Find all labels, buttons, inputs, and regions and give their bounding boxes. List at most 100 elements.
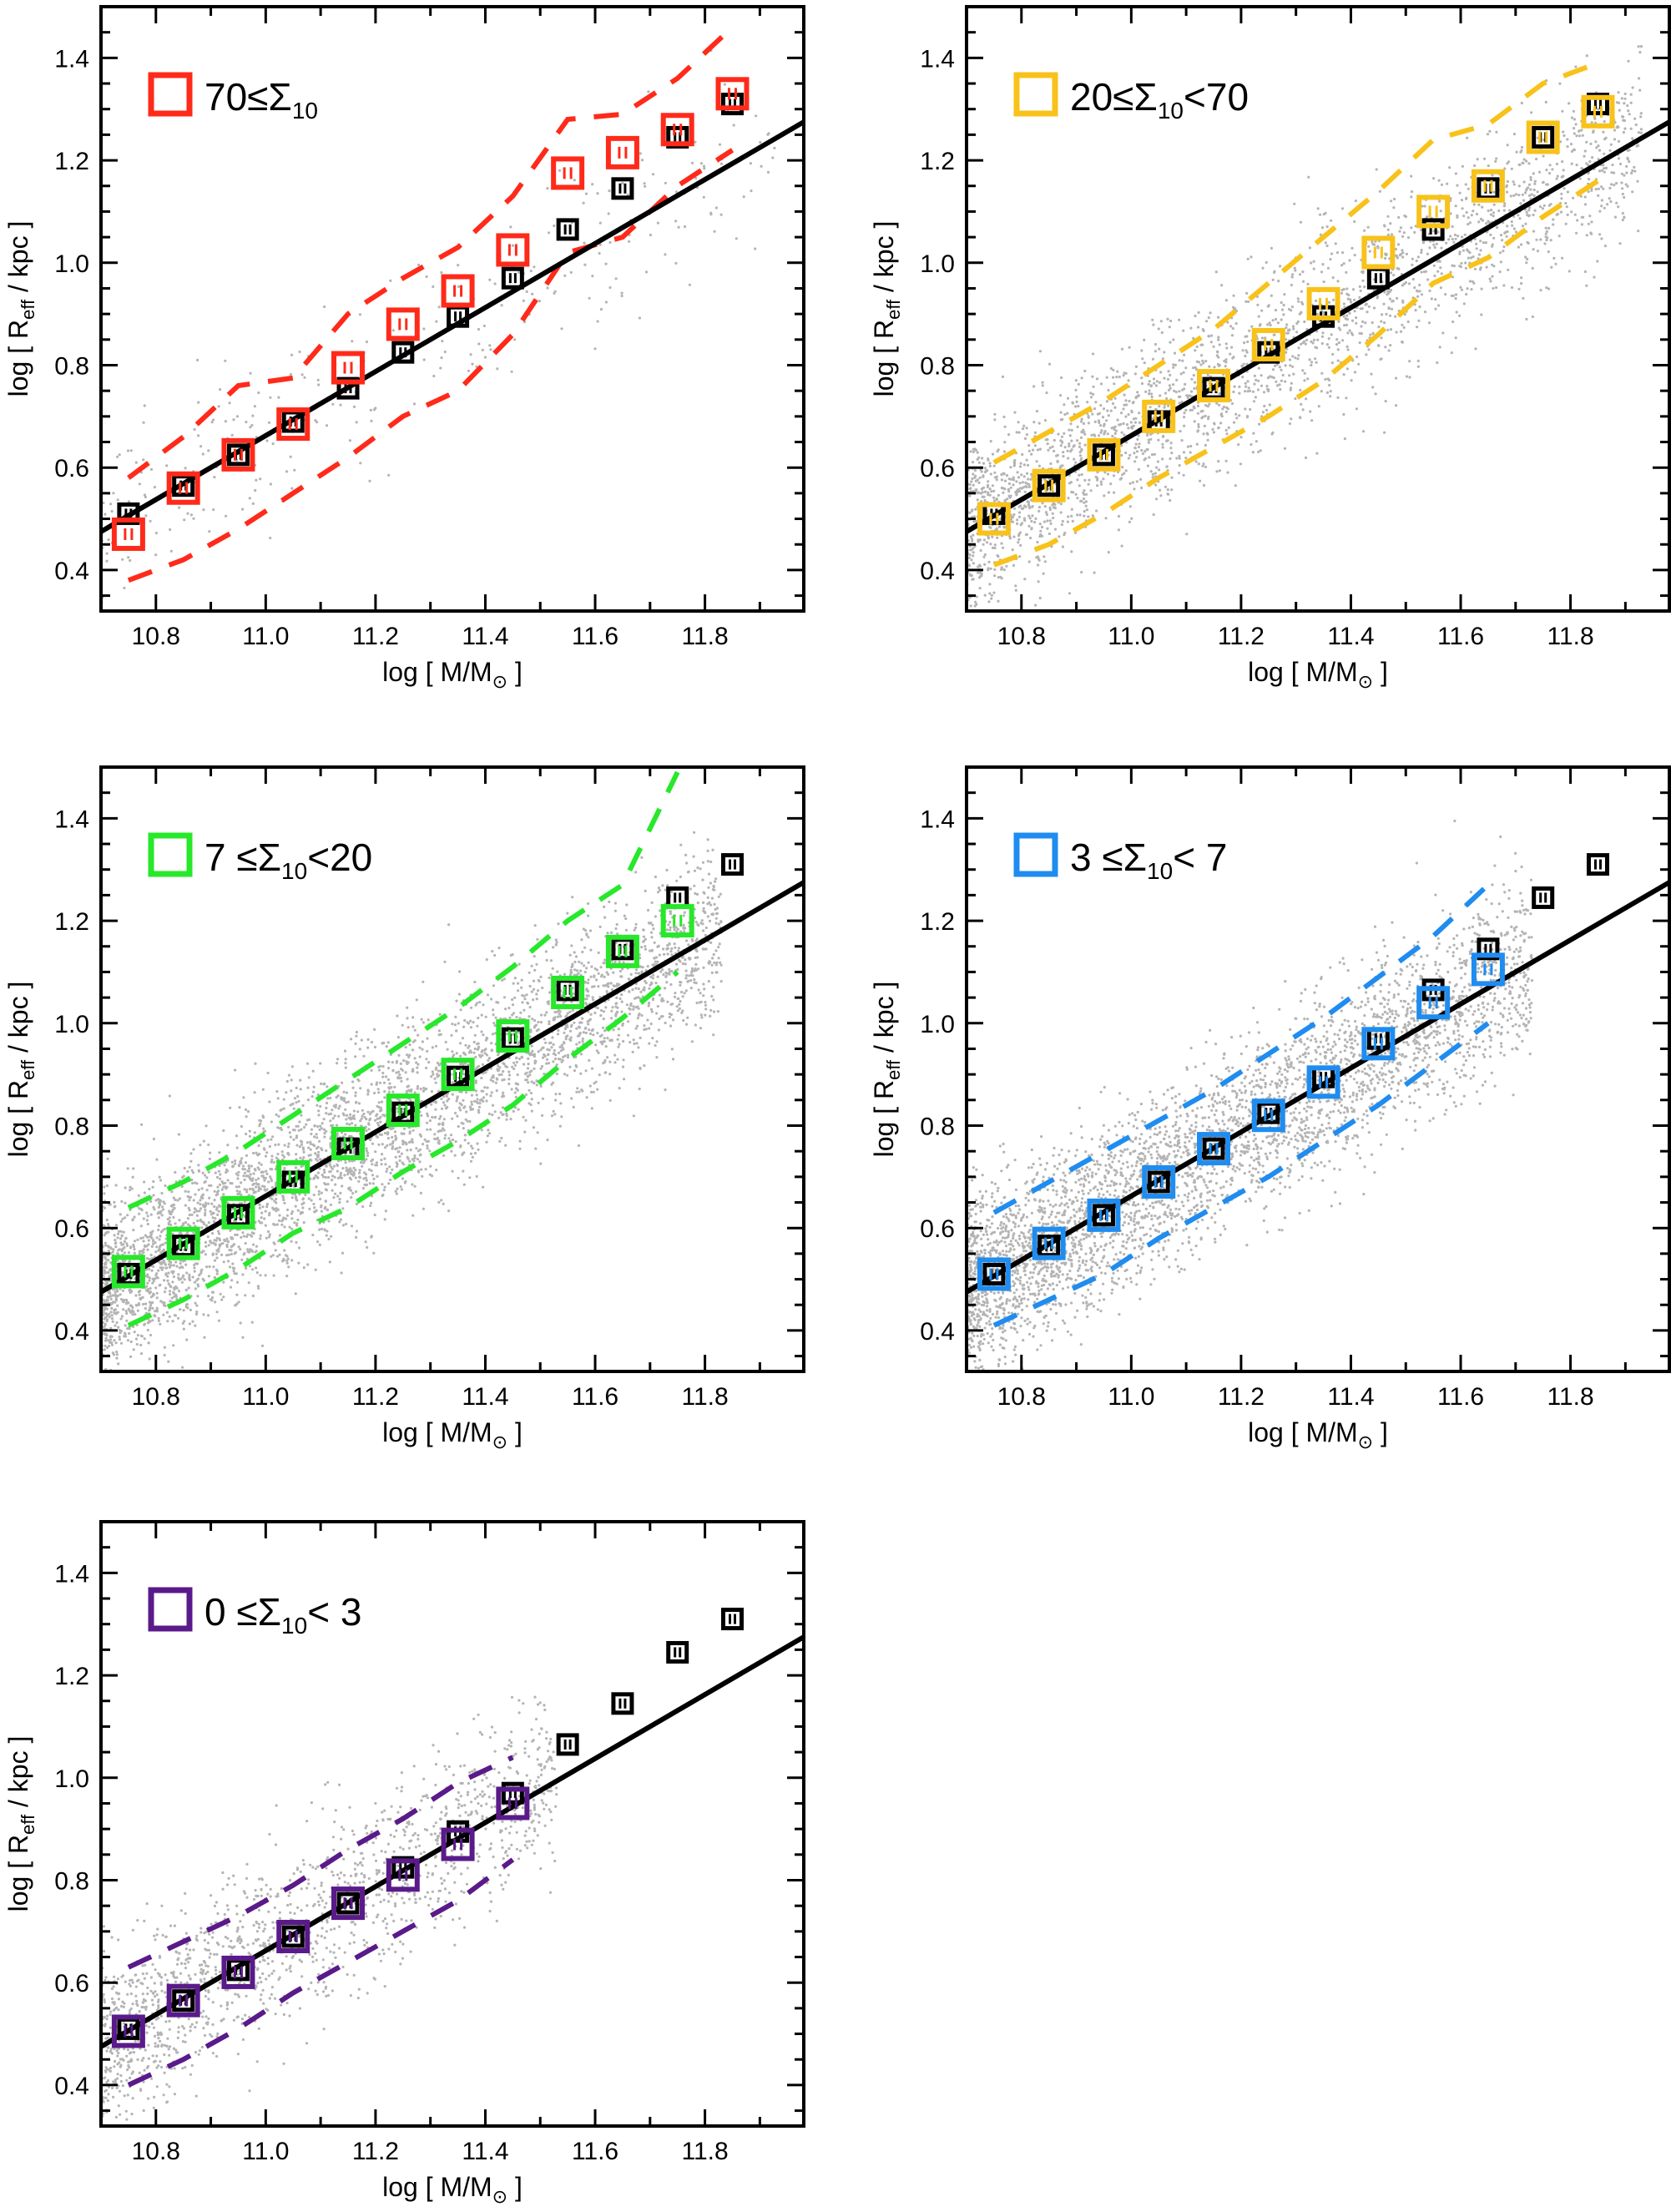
scatter-point [1401,300,1405,304]
scatter-point [462,1025,466,1028]
scatter-point [1269,324,1272,327]
scatter-point [1025,427,1028,430]
scatter-point [244,1161,248,1164]
reference-marker [1421,218,1445,241]
scatter-point [1209,341,1213,344]
scatter-point [1421,241,1425,245]
scatter-point [1479,240,1482,243]
scatter-point [285,1208,290,1211]
scatter-point [1000,473,1003,477]
scatter-point [1155,380,1159,383]
scatter-point [1623,92,1627,96]
scatter-point [197,434,200,437]
scatter-point [1492,190,1496,194]
scatter-point [1621,218,1624,222]
scatter-point [1080,472,1083,477]
scatter-point [1593,117,1597,120]
scatter-point [1022,424,1026,427]
scatter-point [977,491,981,494]
scatter-point [208,530,211,533]
scatter-point [1271,319,1275,322]
scatter-point [300,1128,303,1131]
scatter-point [1613,171,1616,174]
scatter-point [1017,533,1021,536]
scatter-point [1415,259,1418,263]
scatter-point [1502,209,1506,212]
scatter-point [1163,351,1166,354]
scatter-point [497,1116,501,1119]
scatter-point [117,1230,120,1233]
scatter-point [1485,222,1488,225]
scatter-point [318,1243,321,1246]
scatter-point [1161,457,1164,461]
scatter-point [1353,310,1356,313]
scatter-point [269,482,272,486]
scatter-point [1458,314,1461,317]
scatter-point [1346,297,1350,300]
plot-area [101,770,804,1371]
scatter-point [148,1267,151,1271]
scatter-point [334,1192,337,1195]
scatter-point [1269,375,1272,378]
scatter-point [165,1311,169,1314]
scatter-point [387,473,391,477]
scatter-point [530,990,534,993]
reference-marker [720,93,744,116]
scatter-point [1092,385,1095,388]
scatter-point [395,1192,398,1195]
scatter-point [1122,407,1125,411]
scatter-point [1202,483,1206,487]
scatter-point [1367,245,1371,248]
scatter-point [1182,329,1185,332]
legend: 20≤Σ10<70 [1013,72,1249,124]
scatter-point [1271,431,1275,434]
scatter-point [344,1062,347,1065]
scatter-point [1277,280,1280,283]
legend-label-pre: 70≤Σ [204,75,292,119]
scatter-point [1229,352,1232,356]
scatter-point [1112,474,1116,477]
scatter-point [1201,464,1204,467]
scatter-point [1544,235,1547,239]
scatter-point [1202,432,1205,436]
scatter-point [109,1295,113,1298]
scatter-point [463,1062,467,1065]
scatter-point [1059,411,1063,414]
scatter-point [114,1308,117,1311]
scatter-point [1391,300,1394,303]
scatter-point [1048,532,1051,536]
scatter-point [193,1210,196,1214]
scatter-point [215,1272,219,1275]
scatter-point [1283,447,1287,450]
scatter-point [1274,309,1278,312]
scatter-point [1139,477,1143,482]
scatter-point [571,1008,575,1012]
scatter-point [1524,255,1527,259]
scatter-point [1454,237,1457,240]
scatter-point [684,962,687,966]
median-marker [977,502,1011,536]
scatter-point [303,1125,306,1129]
scatter-point [1631,137,1634,140]
scatter-point [1178,401,1181,405]
scatter-point [115,1353,119,1356]
scatter-point [1157,327,1160,331]
scatter-point [1613,184,1616,187]
scatter-point [1170,488,1174,492]
panel-top-right: 10.8 11.0 11.2 11.4 11.6 11.80.40.60.81.01.21… [869,5,1671,692]
scatter-point [355,1030,358,1034]
scatter-point [1439,266,1442,270]
scatter-point [1246,380,1249,383]
scatter-point [1350,379,1353,382]
scatter-point [270,1186,275,1189]
scatter-point [1178,318,1181,321]
scatter-point [144,1234,147,1237]
reference-marker [1092,443,1115,467]
scatter-point [189,513,193,517]
scatter-point [1618,242,1622,245]
scatter-point [443,1137,447,1140]
scatter-point [502,1091,505,1094]
scatter-point [1124,399,1128,402]
scatter-point [634,972,638,975]
scatter-point [1217,316,1220,319]
